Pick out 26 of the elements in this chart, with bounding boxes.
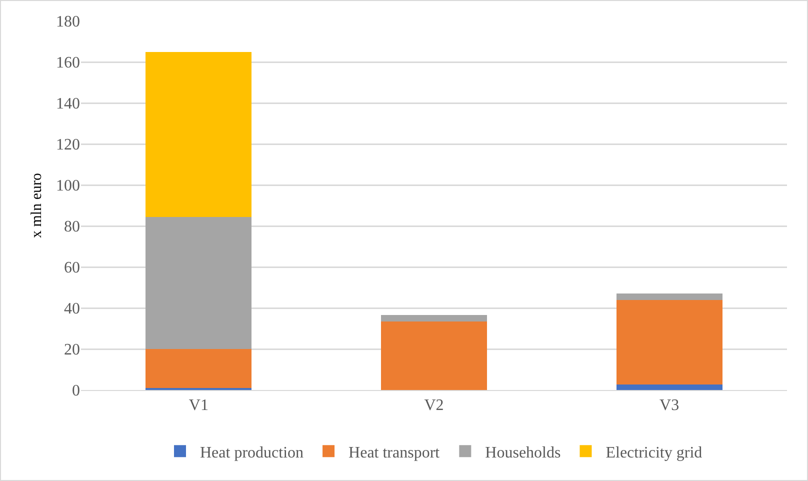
y-tick-label: 40 <box>64 300 80 318</box>
y-tick-label: 160 <box>56 54 80 72</box>
legend-label: Heat transport <box>348 444 440 462</box>
legend-label: Electricity grid <box>606 444 702 462</box>
bar <box>616 294 722 300</box>
y-tick-label: 100 <box>56 178 80 195</box>
bar <box>146 52 252 217</box>
y-tick-label: 140 <box>56 96 80 113</box>
y-tick-label: 120 <box>56 136 80 154</box>
bar <box>616 300 722 384</box>
y-tick-label: 0 <box>72 382 80 400</box>
y-tick-label: 80 <box>64 218 80 236</box>
y-tick-label: 180 <box>56 14 80 31</box>
x-tick-label: V1 <box>188 397 208 414</box>
bar <box>381 321 487 390</box>
y-axis-title: x mln euro <box>29 173 45 238</box>
y-tick-label: 20 <box>64 342 80 359</box>
bar <box>146 349 252 388</box>
legend-label: Heat production <box>200 444 304 462</box>
x-tick-label: V2 <box>424 397 444 414</box>
bar <box>146 216 252 349</box>
x-tick-label: V3 <box>660 397 680 414</box>
bar <box>616 384 722 390</box>
bar <box>381 315 487 322</box>
y-tick-label: 60 <box>64 260 80 277</box>
legend-label: Households <box>485 444 561 462</box>
